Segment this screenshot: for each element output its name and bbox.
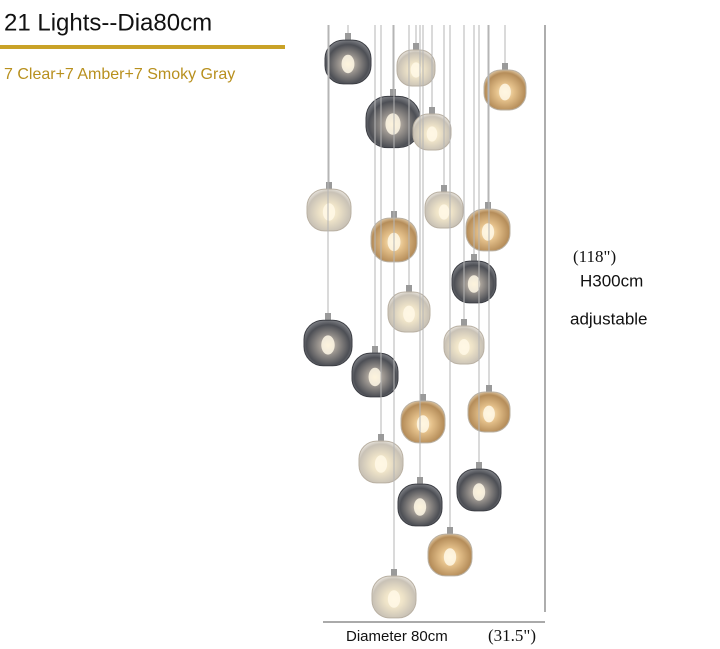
cap <box>429 107 435 114</box>
bulb <box>321 335 335 355</box>
bulb <box>387 590 401 608</box>
diameter-inches: (31.5") <box>488 626 536 645</box>
cap <box>325 313 331 320</box>
cap <box>486 385 492 392</box>
bulb <box>483 405 495 423</box>
bulb <box>472 483 486 501</box>
cap <box>326 182 332 189</box>
cap <box>390 89 396 96</box>
bulb <box>481 223 495 241</box>
bulb <box>438 204 450 220</box>
cap <box>485 202 491 209</box>
height-cm: H300cm <box>580 271 643 290</box>
bulb <box>467 275 481 293</box>
bulb <box>416 415 430 433</box>
bulb <box>341 54 355 74</box>
cap <box>413 43 419 50</box>
cap <box>420 394 426 401</box>
subtitle: 7 Clear+7 Amber+7 Smoky Gray <box>4 66 235 83</box>
bulb <box>458 339 470 355</box>
bulb <box>385 113 401 135</box>
cap <box>441 185 447 192</box>
cap <box>378 434 384 441</box>
height-note: adjustable <box>570 309 648 328</box>
cap <box>471 254 477 261</box>
bulb <box>403 305 415 323</box>
bulb <box>368 367 382 387</box>
cap <box>372 346 378 353</box>
cap <box>476 462 482 469</box>
bulb <box>499 83 511 101</box>
cap <box>391 569 397 576</box>
title-underline <box>0 45 285 49</box>
diameter-cm: Diameter 80cm <box>346 628 448 645</box>
cap <box>461 319 467 326</box>
height-inches: (118") <box>573 247 616 266</box>
title: 21 Lights--Dia80cm <box>4 9 212 36</box>
bulb <box>322 203 336 221</box>
bulb <box>426 126 438 142</box>
cap <box>502 63 508 70</box>
cap <box>345 33 351 40</box>
pendants <box>303 25 527 619</box>
bulb <box>443 548 457 566</box>
bulb <box>374 455 388 473</box>
cap <box>447 527 453 534</box>
cap <box>417 477 423 484</box>
bulb <box>410 62 422 78</box>
cap <box>406 285 412 292</box>
bulb <box>413 498 427 516</box>
